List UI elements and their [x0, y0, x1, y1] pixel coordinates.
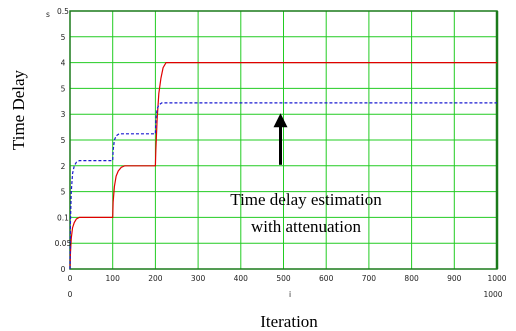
y-tick-label: 4 — [61, 59, 66, 68]
y-tick-label: 0.5 — [57, 7, 69, 16]
y-axis-title: Time Delay — [9, 69, 28, 150]
x-range-max-label: 1000 — [483, 290, 502, 299]
y-tick-label: 5 — [61, 33, 66, 42]
y-tick-label: 3 — [61, 110, 66, 119]
y-tick-label: 5 — [61, 84, 66, 93]
x-tick-label: 600 — [319, 274, 334, 283]
x-tick-label: 1000 — [487, 274, 506, 283]
x-tick-label: 200 — [148, 274, 163, 283]
series-group — [69, 62, 497, 270]
x-tick-label: 0 — [68, 274, 73, 283]
x-tick-label: 900 — [447, 274, 462, 283]
annotation-arrow-head — [273, 113, 288, 128]
x-axis-title: Iteration — [260, 312, 318, 331]
x-tick-label: 400 — [234, 274, 249, 283]
series-line-dashed-blue — [69, 102, 497, 270]
y-axis-corner-label: s — [46, 10, 50, 19]
series-line-solid-red — [69, 62, 497, 270]
y-tick-label: 0.1 — [57, 213, 69, 222]
y-tick-label: 5 — [61, 136, 66, 145]
x-tick-label: 800 — [404, 274, 419, 283]
tick-labels: 0 100 200 300 400 500 600 700 800 900 1000 0 0.05 0.1… — [55, 7, 507, 283]
y-tick-label: 0 — [61, 265, 66, 274]
x-tick-label: 300 — [191, 274, 206, 283]
annotation: Time delay estimation with attenuation — [230, 113, 382, 236]
annotation-line-1: Time delay estimation — [230, 190, 382, 209]
x-tick-label: 100 — [106, 274, 121, 283]
x-tick-label: 700 — [362, 274, 377, 283]
x-tick-label: 500 — [276, 274, 291, 283]
y-tick-label: 2 — [61, 162, 66, 171]
y-tick-label: 0.05 — [55, 239, 72, 248]
annotation-line-2: with attenuation — [251, 217, 362, 236]
plot-frame — [69, 10, 499, 270]
y-tick-label: 5 — [61, 188, 66, 197]
x-range-min-label: 0 — [68, 290, 73, 299]
x-range-variable-label: i — [289, 290, 291, 299]
